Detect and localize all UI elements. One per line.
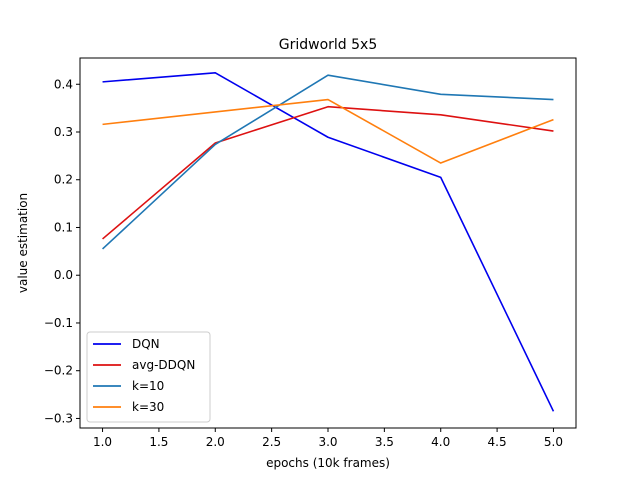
x-axis: 1.0 1.5 2.0 2.5 3.0 3.5 4.0 4.5 5.0 [93,428,563,449]
x-tick-label: 5.0 [544,435,563,449]
y-tick-label: 0.3 [54,125,73,139]
x-tick-label: 4.0 [431,435,450,449]
y-tick-label: −0.1 [44,316,73,330]
legend-label: DQN [132,337,160,351]
legend-box [86,331,211,423]
plot-lines [102,72,555,412]
x-tick-label: 2.0 [206,435,225,449]
y-tick-label: 0.4 [54,77,73,91]
y-tick-label: 0.1 [54,220,73,234]
x-tick-label: 3.0 [318,435,337,449]
legend-label: k=30 [132,400,164,414]
series-line-0 [102,72,555,412]
legend-label: avg-DDQN [132,358,195,372]
x-tick-label: 3.5 [375,435,394,449]
x-tick-label: 1.0 [93,435,112,449]
y-tick-label: 0.0 [54,268,73,282]
y-axis-label: value estimation [16,193,30,293]
series-line-2 [102,74,554,250]
series-line-1 [102,105,554,240]
x-tick-label: 2.5 [262,435,281,449]
legend: DQN avg-DDQN k=10 k=30 [86,331,211,423]
legend-label: k=10 [132,379,164,393]
y-tick-label: −0.2 [44,364,73,378]
y-tick-label: −0.3 [44,411,73,425]
x-axis-label: epochs (10k frames) [266,456,390,470]
series-line-3 [102,98,554,164]
y-axis: −0.3 −0.2 −0.1 0.0 0.1 0.2 0.3 0.4 [44,77,80,425]
x-tick-label: 4.5 [488,435,507,449]
chart-title: Gridworld 5x5 [279,37,377,53]
y-tick-label: 0.2 [54,173,73,187]
x-tick-label: 1.5 [149,435,168,449]
